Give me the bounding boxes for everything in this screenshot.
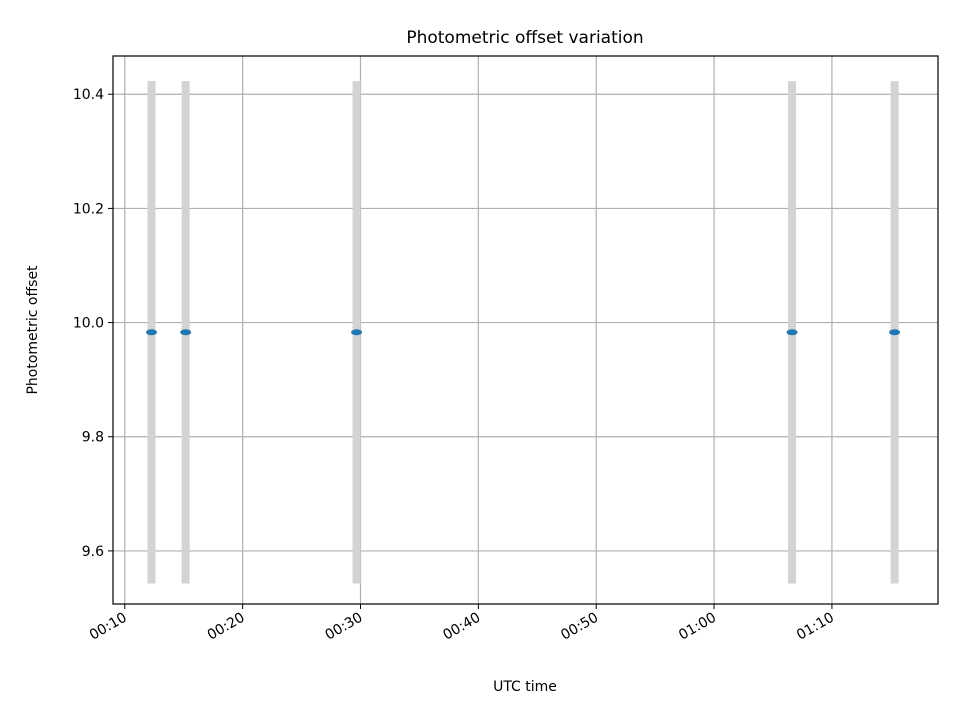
y-tick-label: 10.4 [73,87,104,103]
y-tick-label: 10.2 [73,201,104,217]
data-point [146,329,157,336]
data-point [889,329,901,336]
data-point [180,329,192,336]
x-axis-label: UTC time [493,679,557,695]
y-tick-label: 9.8 [82,430,104,446]
y-tick-label: 9.6 [82,544,104,560]
data-point [351,329,363,336]
y-axis-label: Photometric offset [25,265,41,395]
plot-frame [112,55,939,605]
y-axis: 9.6 9.8 10.0 10.2 10.4 [73,87,113,560]
y-tick-label: 10.0 [73,316,104,332]
data-point [786,329,798,336]
chart-title: Photometric offset variation [406,28,643,48]
data-markers [146,329,901,336]
